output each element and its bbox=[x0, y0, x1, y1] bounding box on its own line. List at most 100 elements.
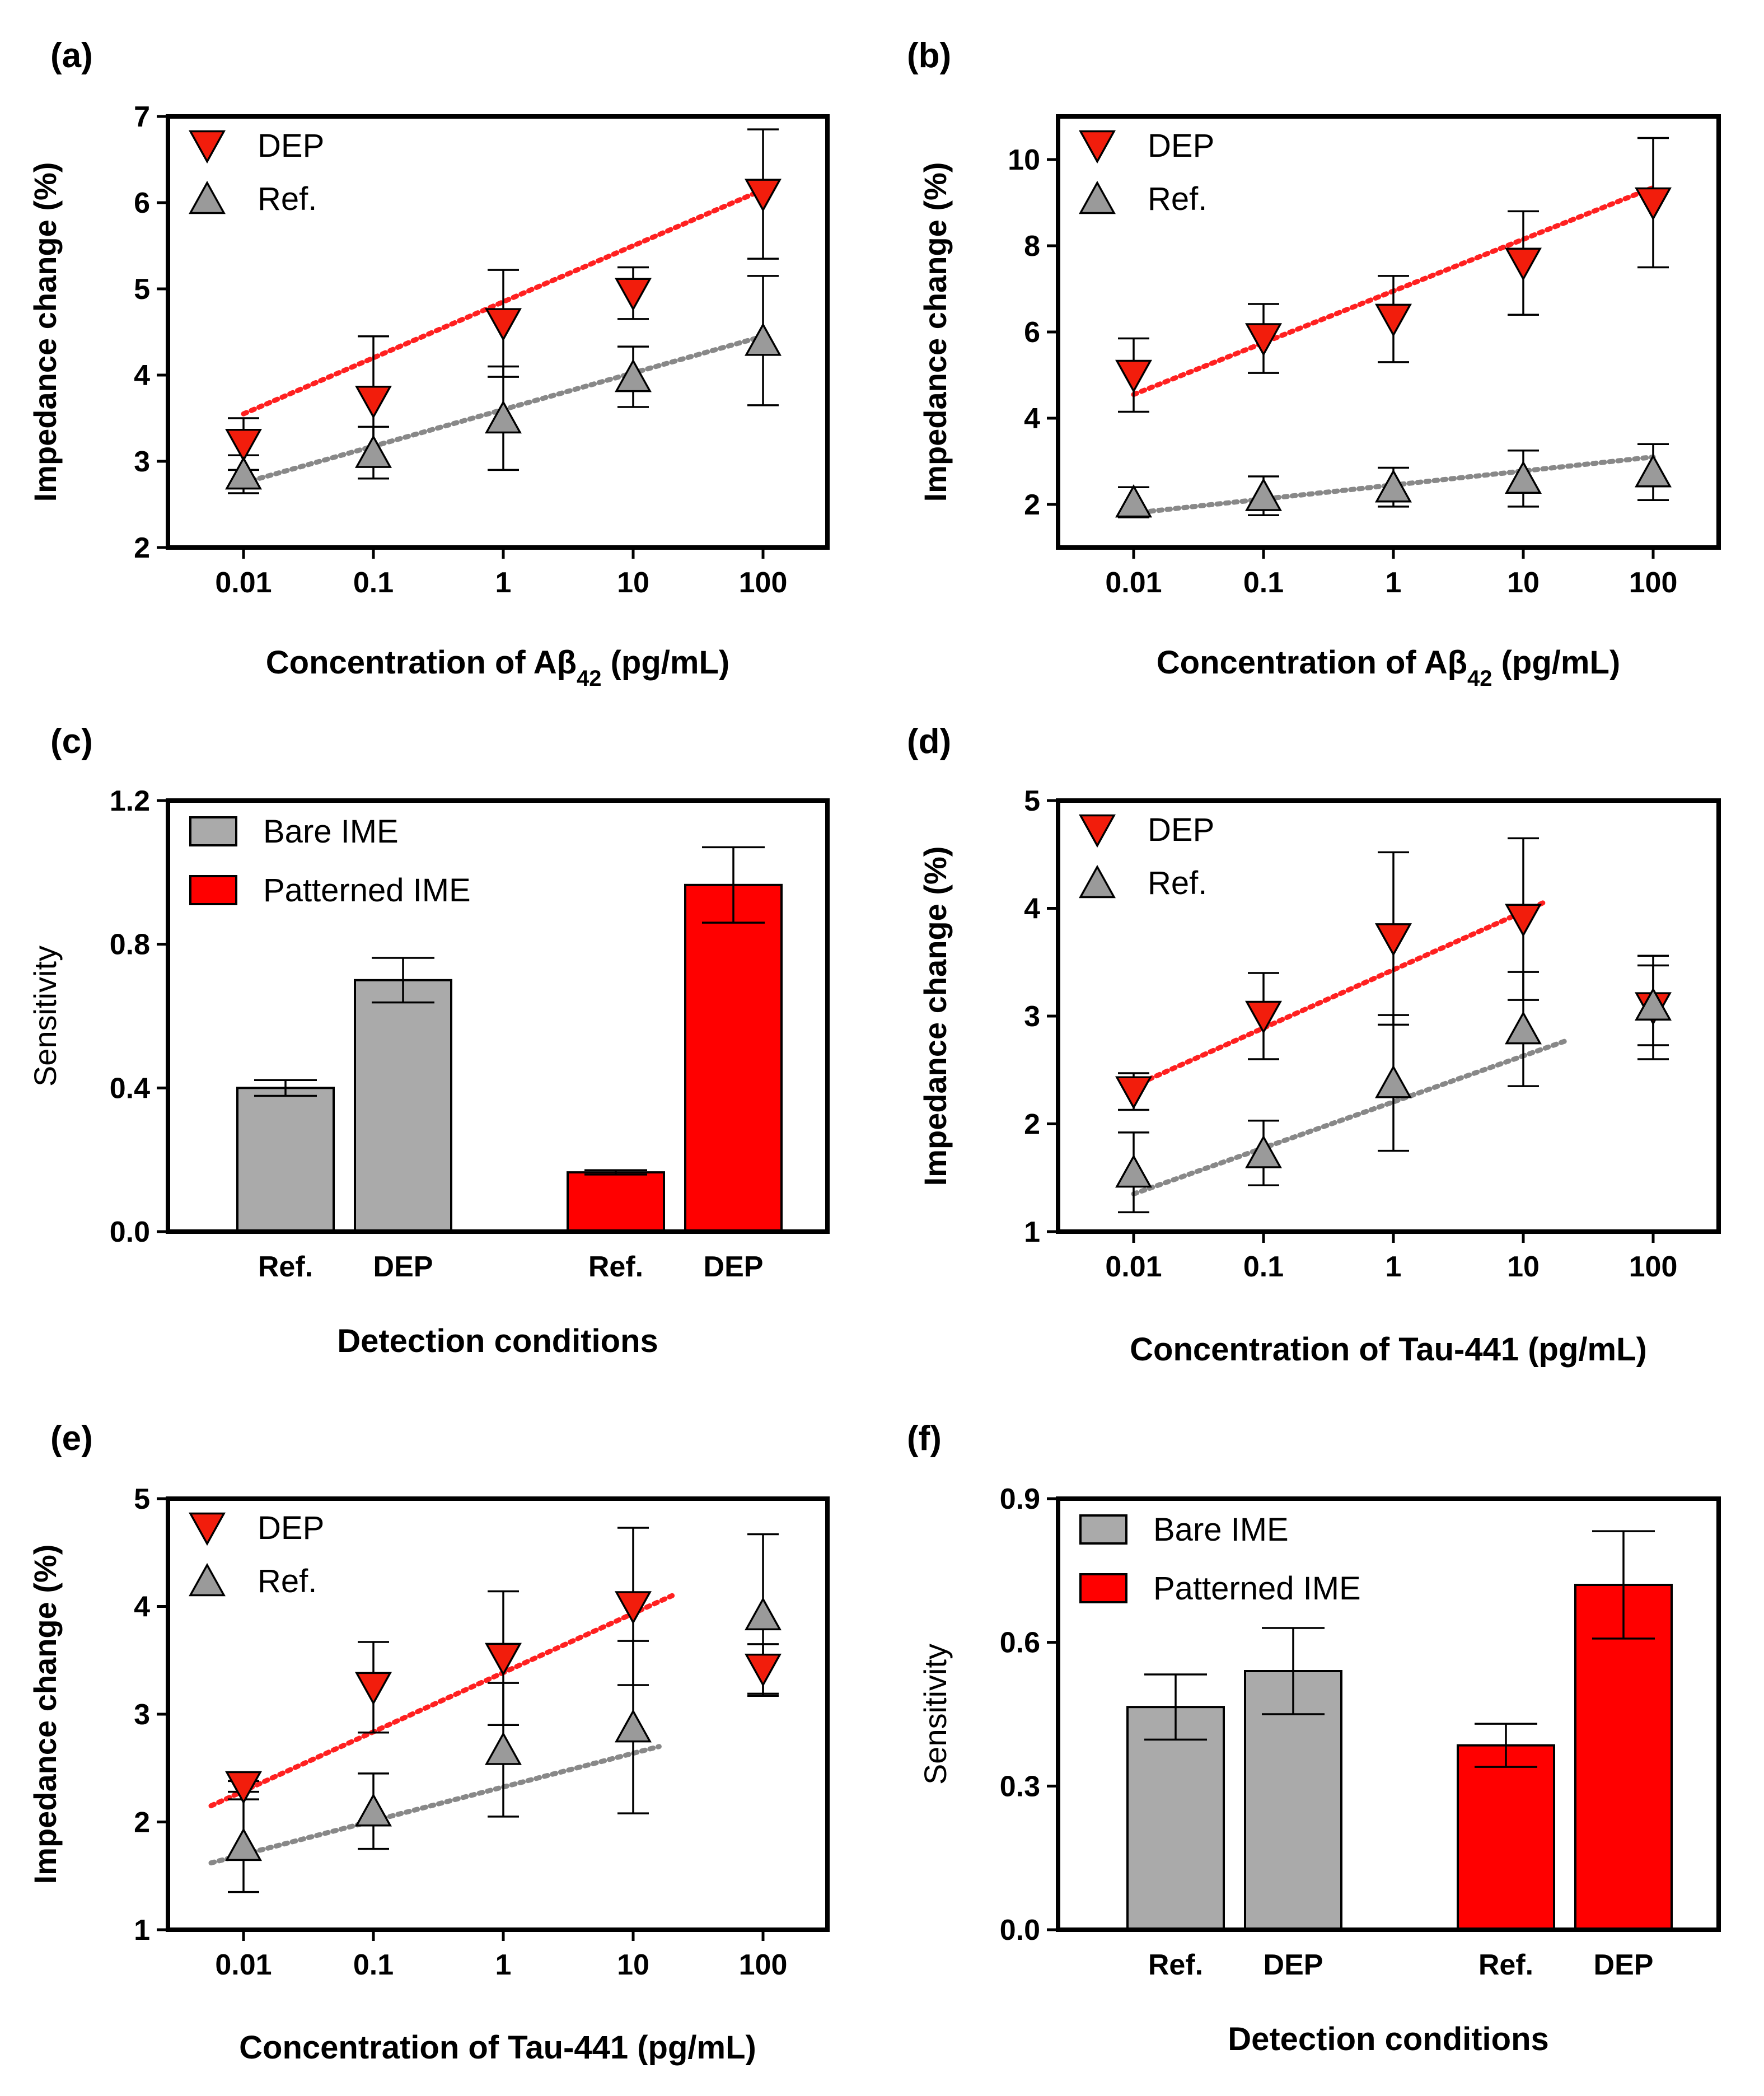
y-tick-label: 6 bbox=[1024, 316, 1040, 349]
plot-frame bbox=[1056, 798, 1721, 1234]
panel-d: (d) 1 2 3 4 5 0.01 0.1 1 10 100 DEP Ref. Impedance ch… bbox=[907, 722, 1721, 1368]
y-tick-label: 3 bbox=[134, 1699, 150, 1731]
ref-point bbox=[745, 322, 782, 356]
dep-point bbox=[355, 1672, 392, 1705]
x-tick-label: 10 bbox=[617, 567, 649, 599]
panel-label: (d) bbox=[907, 722, 951, 761]
panel-label: (b) bbox=[907, 36, 951, 75]
y-axis-label: Sensitivity bbox=[27, 946, 63, 1087]
ref-point bbox=[1375, 1065, 1412, 1098]
ref-point bbox=[225, 1827, 262, 1861]
x-axis-label: Detection conditions bbox=[337, 1323, 658, 1359]
y-tick-label: 0.8 bbox=[110, 929, 150, 961]
plot-frame bbox=[166, 1496, 830, 1932]
x-axis-label: Concentration of Aβ42 (pg/mL) bbox=[1157, 644, 1620, 691]
y-tick-label: 5 bbox=[134, 1483, 150, 1515]
dep-point bbox=[485, 1643, 522, 1677]
ref-point bbox=[1635, 454, 1672, 488]
legend-ref-marker bbox=[1079, 180, 1116, 214]
dep-point bbox=[355, 385, 392, 419]
x-tick-label: DEP bbox=[704, 1251, 764, 1283]
dep-point bbox=[745, 179, 782, 212]
ref-point bbox=[355, 1793, 392, 1827]
ref-point bbox=[1375, 469, 1412, 503]
y-axis-label: Impedance change (%) bbox=[27, 1545, 63, 1884]
ref-point bbox=[745, 1597, 782, 1631]
legend-bare-label: Bare IME bbox=[263, 813, 399, 850]
x-tick-label: 100 bbox=[739, 567, 788, 599]
x-tick-label: 1 bbox=[1386, 1251, 1402, 1283]
x-tick-label: 0.1 bbox=[1243, 567, 1284, 599]
ref-fit-line bbox=[1131, 1037, 1571, 1197]
legend-bare-label: Bare IME bbox=[1153, 1512, 1289, 1548]
dep-point bbox=[1375, 923, 1412, 957]
panel-b: (b) 2 4 6 8 10 0.01 0.1 1 10 100 DEP Ref. Impedance c… bbox=[907, 36, 1721, 691]
y-tick-label: 4 bbox=[1024, 403, 1040, 435]
ref-point bbox=[355, 434, 392, 468]
plot-frame bbox=[166, 798, 830, 1234]
y-tick-label: 6 bbox=[134, 187, 150, 219]
panel-e: (e) 1 2 3 4 5 0.01 0.1 1 10 100 DEP Ref. Impedance ch… bbox=[27, 1419, 830, 2066]
x-axis-label: Concentration of Aβ42 (pg/mL) bbox=[266, 644, 729, 691]
ref-point bbox=[1505, 460, 1542, 494]
legend-ref-marker bbox=[189, 180, 226, 214]
panel-label: (a) bbox=[50, 36, 93, 75]
x-tick-label: Ref. bbox=[588, 1251, 643, 1283]
dep-point bbox=[615, 1591, 652, 1625]
x-tick-label: 1 bbox=[1386, 567, 1402, 599]
x-tick-label: 100 bbox=[739, 1949, 788, 1981]
y-tick-label: 0.4 bbox=[110, 1072, 150, 1105]
dep-point bbox=[1505, 247, 1542, 281]
bare-ime-bar bbox=[354, 979, 452, 1233]
panel-f: (f) 0.0 0.3 0.6 0.9 Ref. DEP Ref. DEP Bare IME Pat… bbox=[907, 1419, 1721, 2057]
x-tick-label: Ref. bbox=[1148, 1949, 1203, 1981]
panel-label: (e) bbox=[50, 1419, 93, 1458]
x-tick-label: 0.01 bbox=[1105, 1251, 1162, 1283]
plot-frame bbox=[166, 114, 830, 550]
ref-point bbox=[225, 456, 262, 490]
x-tick-label: 1 bbox=[495, 567, 512, 599]
x-tick-label: 10 bbox=[617, 1949, 649, 1981]
x-tick-label: Ref. bbox=[1478, 1949, 1533, 1981]
x-tick-label: 0.01 bbox=[215, 567, 272, 599]
dep-point bbox=[1245, 1000, 1282, 1035]
y-tick-label: 8 bbox=[1024, 230, 1040, 263]
y-tick-label: 5 bbox=[134, 273, 150, 306]
y-tick-label: 2 bbox=[1024, 1108, 1040, 1141]
x-tick-label: DEP bbox=[373, 1251, 433, 1283]
x-tick-label: 0.01 bbox=[215, 1949, 272, 1981]
dep-point bbox=[485, 308, 522, 341]
dep-point bbox=[225, 428, 262, 462]
x-tick-label: 100 bbox=[1629, 567, 1678, 599]
ref-point bbox=[1635, 987, 1672, 1021]
y-tick-label: 10 bbox=[1008, 144, 1040, 176]
dep-point bbox=[1115, 359, 1152, 394]
legend-dep-marker bbox=[189, 1512, 226, 1546]
y-tick-label: 0.3 bbox=[1000, 1770, 1040, 1803]
legend-dep-label: DEP bbox=[1148, 812, 1214, 848]
patterned-ime-bar bbox=[1457, 1744, 1555, 1931]
ref-point bbox=[485, 400, 522, 434]
dep-point bbox=[1505, 904, 1542, 937]
legend-patterned-swatch bbox=[1079, 1573, 1127, 1603]
y-tick-label: 0.6 bbox=[1000, 1627, 1040, 1659]
legend-patterned-label: Patterned IME bbox=[1153, 1570, 1361, 1607]
y-tick-label: 4 bbox=[1024, 893, 1040, 925]
patterned-ime-bar bbox=[1574, 1584, 1673, 1931]
x-tick-label: DEP bbox=[1594, 1949, 1654, 1981]
legend-ref-marker bbox=[189, 1562, 226, 1597]
y-tick-label: 2 bbox=[134, 1807, 150, 1839]
legend-bare-swatch bbox=[1079, 1514, 1127, 1545]
dep-point bbox=[1245, 323, 1282, 357]
legend-patterned-swatch bbox=[189, 875, 237, 905]
x-tick-label: 10 bbox=[1507, 567, 1540, 599]
y-tick-label: 1.2 bbox=[110, 785, 150, 817]
x-tick-label: 0.1 bbox=[353, 567, 394, 599]
legend-bare-swatch bbox=[189, 816, 237, 846]
y-tick-label: 3 bbox=[134, 446, 150, 478]
y-tick-label: 0.0 bbox=[1000, 1914, 1040, 1947]
dep-point bbox=[225, 1771, 262, 1805]
x-tick-label: 10 bbox=[1507, 1251, 1540, 1283]
dep-point bbox=[615, 278, 652, 311]
